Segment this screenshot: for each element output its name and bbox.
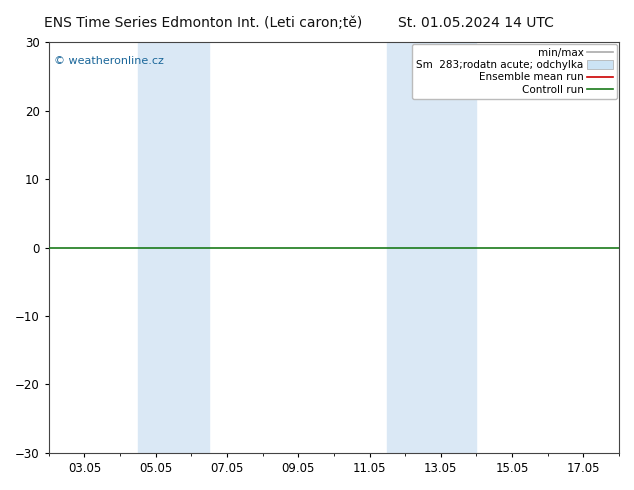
- Legend: min/max, Sm  283;rodatn acute; odchylka, Ensemble mean run, Controll run: min/max, Sm 283;rodatn acute; odchylka, …: [412, 44, 617, 98]
- Text: ENS Time Series Edmonton Int. (Leti caron;tě): ENS Time Series Edmonton Int. (Leti caro…: [44, 16, 362, 30]
- Bar: [387, 42, 476, 453]
- Text: St. 01.05.2024 14 UTC: St. 01.05.2024 14 UTC: [398, 16, 553, 30]
- Bar: [138, 42, 209, 453]
- Text: © weatheronline.cz: © weatheronline.cz: [55, 56, 164, 67]
